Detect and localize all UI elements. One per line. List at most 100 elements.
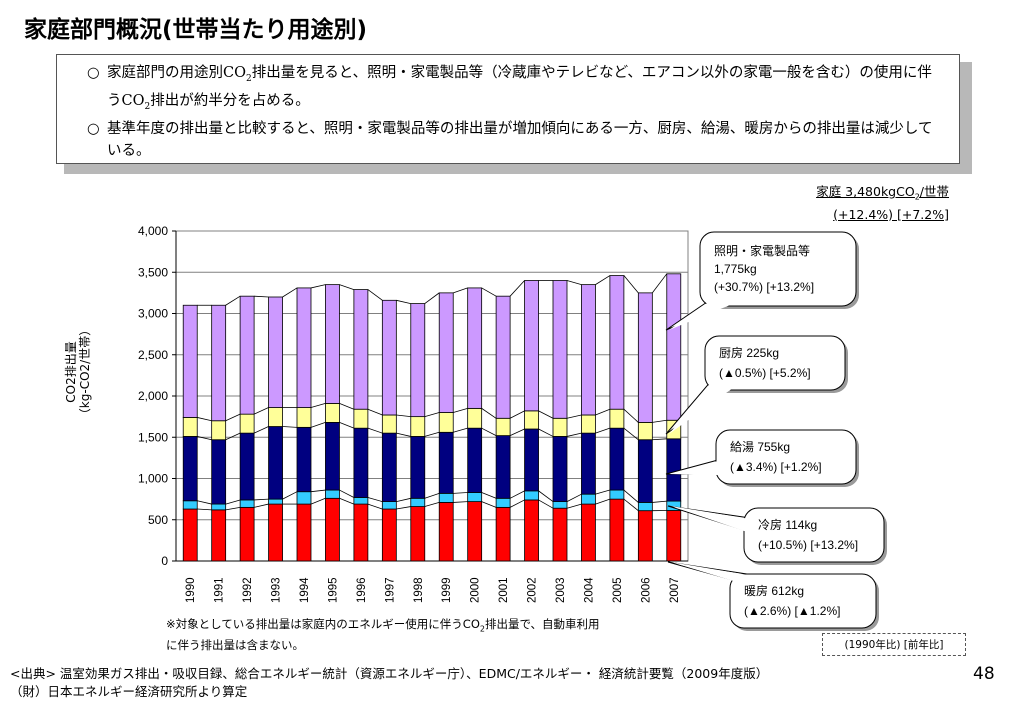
series-line xyxy=(310,497,326,505)
x-tick-label: 2002 xyxy=(527,577,539,603)
series-line xyxy=(339,422,355,429)
bar-segment xyxy=(524,499,539,562)
x-tick-label: 1999 xyxy=(441,577,453,603)
bar-segment xyxy=(268,503,283,562)
callout-box xyxy=(715,429,857,485)
y-tick-label: 4,000 xyxy=(138,224,168,238)
bar-segment xyxy=(524,280,539,412)
footnote: ※対象としている排出量は家庭内のエネルギー使用に伴うCO2排出量で、自動車利用 … xyxy=(166,617,600,653)
series-line xyxy=(652,500,667,503)
bar-segment xyxy=(211,420,227,441)
series-line xyxy=(623,498,639,511)
bar-segment xyxy=(268,498,283,505)
x-tick-label: 2006 xyxy=(640,577,652,603)
series-line xyxy=(509,280,525,297)
bar-segment xyxy=(381,432,397,502)
bar-segment xyxy=(467,492,483,502)
series-line xyxy=(253,407,269,415)
bar-segment xyxy=(353,408,369,429)
series-line xyxy=(595,408,611,416)
bar-segment xyxy=(268,426,283,500)
series-line xyxy=(481,427,497,436)
series-line xyxy=(197,508,212,511)
bar-segment xyxy=(552,280,568,419)
series-line xyxy=(197,417,212,422)
bar-segment xyxy=(438,412,454,433)
bar-segment xyxy=(381,501,397,510)
series-line xyxy=(367,427,383,434)
series-line xyxy=(595,489,610,495)
series-line xyxy=(339,497,355,505)
series-line xyxy=(481,501,497,508)
series-line xyxy=(310,422,326,428)
bar-segment xyxy=(381,414,397,434)
callout-label: (+10.5%) [+13.2%] xyxy=(758,538,858,552)
bar-segment xyxy=(467,501,483,562)
callout-label: 照明・家電製品等 xyxy=(714,243,810,258)
series-line xyxy=(623,408,639,423)
bar-segment xyxy=(182,508,198,562)
x-tick-label: 2003 xyxy=(555,577,567,603)
series-line xyxy=(481,408,497,419)
x-tick-label: 1997 xyxy=(384,577,396,603)
series-line xyxy=(652,438,667,441)
series-line xyxy=(424,412,440,418)
series-line xyxy=(595,498,611,505)
series-line xyxy=(396,299,411,304)
series-line xyxy=(253,426,269,434)
series-line xyxy=(453,287,468,294)
bar-segment xyxy=(353,427,369,498)
x-tick-label: 1995 xyxy=(327,577,339,603)
household-total: 家庭 3,480kgCO2/世帯 (+12.4%) [+7.2%] xyxy=(816,183,949,223)
x-tick-label: 2001 xyxy=(498,577,510,603)
series-line xyxy=(424,492,440,499)
series-line xyxy=(538,490,554,502)
series-line xyxy=(566,493,582,502)
series-line xyxy=(282,426,298,428)
bar-segment xyxy=(211,503,227,511)
y-tick-label: 3,000 xyxy=(138,307,168,321)
x-tick-label: 1998 xyxy=(413,577,425,603)
bar-segment xyxy=(325,497,340,562)
bar-segment xyxy=(666,510,682,562)
series-line xyxy=(197,436,212,441)
bar-segment xyxy=(581,503,596,562)
series-line xyxy=(225,506,241,511)
series-line xyxy=(254,503,269,508)
series-line xyxy=(367,289,383,301)
callout-box xyxy=(699,231,857,307)
callout-pointer-fill xyxy=(671,562,760,583)
x-tick-label: 1994 xyxy=(299,577,311,603)
series-line xyxy=(538,499,554,509)
series-line xyxy=(424,431,440,437)
bar-segment xyxy=(325,421,340,491)
bar-segment xyxy=(552,507,568,562)
callout-pointer-fill xyxy=(669,461,718,475)
series-line xyxy=(396,432,411,437)
series-line xyxy=(595,275,611,285)
bar-segment xyxy=(211,304,227,422)
series-line xyxy=(310,489,326,493)
bar-segment xyxy=(296,287,312,408)
bar-segment xyxy=(325,284,340,404)
total-line1: 家庭 3,480kgCO2/世帯 xyxy=(816,184,949,202)
bar-segment xyxy=(438,492,454,503)
series-line xyxy=(367,408,383,416)
series-line xyxy=(566,432,582,437)
callout-label: 暖房 612kg xyxy=(744,583,804,598)
total-line2: (+12.4%) [+7.2%] xyxy=(833,206,949,222)
source-citation: <出典> 温室効果ガス排出・吸収目録、総合エネルギー統計（資源エネルギー庁）、E… xyxy=(10,666,769,699)
bar-segment xyxy=(211,439,227,505)
bullet-1-text: 家庭部門の用途別CO2排出量を見ると、照明・家電製品等（冷蔵庫やテレビなど、エア… xyxy=(107,65,932,112)
bar-segment xyxy=(325,489,340,499)
series-line xyxy=(282,287,298,298)
bar-segment xyxy=(211,509,227,562)
x-tick-label: 1993 xyxy=(271,577,283,603)
series-line xyxy=(424,292,440,304)
bar-segment xyxy=(552,501,568,509)
x-tick-label: 2007 xyxy=(669,577,681,603)
series-line xyxy=(453,501,468,503)
bar-segment xyxy=(581,284,596,416)
series-line xyxy=(367,503,383,510)
series-line xyxy=(225,499,241,505)
